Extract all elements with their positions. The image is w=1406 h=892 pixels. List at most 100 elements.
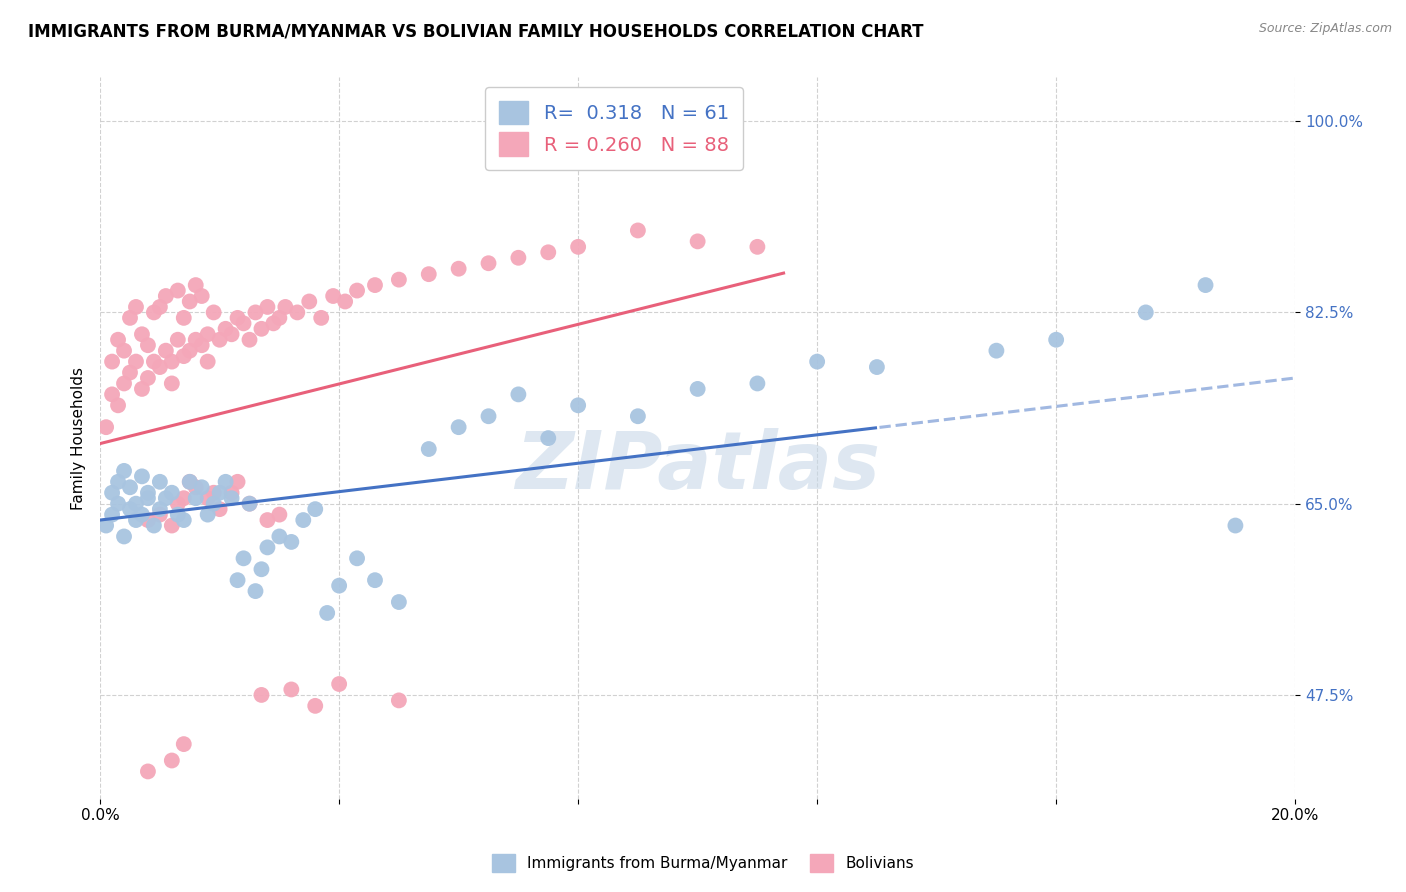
Point <box>166 333 188 347</box>
Point <box>1194 278 1216 293</box>
Point <box>388 272 411 286</box>
Point <box>184 333 207 347</box>
Point <box>155 343 177 358</box>
Point <box>197 354 219 368</box>
Point <box>131 469 153 483</box>
Point <box>136 491 159 506</box>
Point <box>388 693 411 707</box>
Point <box>986 343 1008 358</box>
Point <box>333 294 356 309</box>
Point <box>179 475 201 489</box>
Point <box>208 485 231 500</box>
Point <box>107 475 129 489</box>
Point <box>250 562 273 576</box>
Point <box>118 310 141 325</box>
Point <box>190 338 212 352</box>
Point <box>262 316 284 330</box>
Point <box>226 310 249 325</box>
Point <box>328 579 350 593</box>
Point <box>238 333 260 347</box>
Point <box>142 354 165 368</box>
Point <box>101 387 124 401</box>
Point <box>328 677 350 691</box>
Point <box>136 338 159 352</box>
Point <box>149 475 172 489</box>
Point <box>245 305 267 319</box>
Point <box>173 513 195 527</box>
Point <box>232 316 254 330</box>
Point <box>107 333 129 347</box>
Point <box>136 485 159 500</box>
Text: Source: ZipAtlas.com: Source: ZipAtlas.com <box>1258 22 1392 36</box>
Point <box>508 251 530 265</box>
Legend: Immigrants from Burma/Myanmar, Bolivians: Immigrants from Burma/Myanmar, Bolivians <box>484 846 922 880</box>
Point <box>125 354 148 368</box>
Point <box>94 518 117 533</box>
Point <box>346 551 368 566</box>
Point <box>250 688 273 702</box>
Point <box>101 354 124 368</box>
Point <box>179 343 201 358</box>
Point <box>155 491 177 506</box>
Point <box>269 529 291 543</box>
Point <box>173 349 195 363</box>
Point <box>131 382 153 396</box>
Point <box>184 491 207 506</box>
Point <box>686 235 709 249</box>
Legend: R=  0.318   N = 61, R = 0.260   N = 88: R= 0.318 N = 61, R = 0.260 N = 88 <box>485 87 742 169</box>
Point <box>118 480 141 494</box>
Point <box>292 513 315 527</box>
Point <box>537 431 560 445</box>
Point <box>149 360 172 375</box>
Point <box>686 382 709 396</box>
Point <box>184 278 207 293</box>
Point <box>136 371 159 385</box>
Point <box>101 485 124 500</box>
Point <box>94 420 117 434</box>
Point <box>250 322 273 336</box>
Point <box>447 261 470 276</box>
Point <box>627 409 650 424</box>
Point <box>160 354 183 368</box>
Point <box>149 502 172 516</box>
Point <box>160 754 183 768</box>
Point <box>298 294 321 309</box>
Point <box>477 409 499 424</box>
Point <box>136 764 159 779</box>
Point <box>155 289 177 303</box>
Point <box>747 376 769 391</box>
Point <box>280 535 302 549</box>
Point <box>112 529 135 543</box>
Point <box>447 420 470 434</box>
Point <box>173 491 195 506</box>
Point <box>866 360 889 375</box>
Point <box>388 595 411 609</box>
Point <box>184 480 207 494</box>
Point <box>627 223 650 237</box>
Point <box>226 573 249 587</box>
Point <box>747 240 769 254</box>
Point <box>142 518 165 533</box>
Point <box>1045 333 1067 347</box>
Point <box>149 300 172 314</box>
Point <box>256 541 278 555</box>
Point <box>364 278 387 293</box>
Point <box>1135 305 1157 319</box>
Point <box>197 508 219 522</box>
Point <box>256 300 278 314</box>
Point <box>274 300 297 314</box>
Point <box>537 245 560 260</box>
Point <box>190 289 212 303</box>
Point <box>269 508 291 522</box>
Point <box>269 310 291 325</box>
Point <box>316 606 339 620</box>
Point <box>202 305 225 319</box>
Point <box>202 485 225 500</box>
Point <box>136 513 159 527</box>
Point <box>166 284 188 298</box>
Point <box>309 310 332 325</box>
Point <box>160 485 183 500</box>
Point <box>232 551 254 566</box>
Point <box>125 513 148 527</box>
Point <box>221 485 243 500</box>
